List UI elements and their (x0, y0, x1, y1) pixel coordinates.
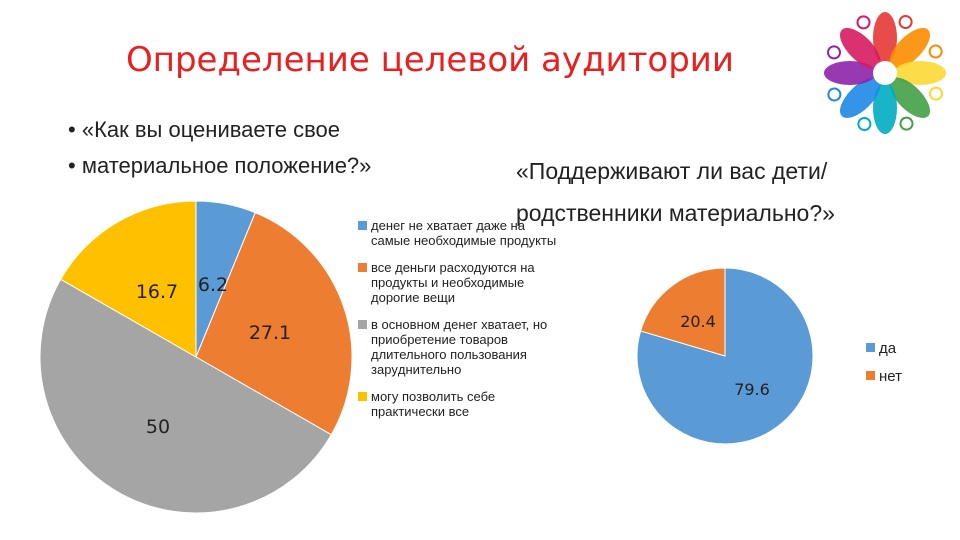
question-2-line-2: родственники материально?» (516, 200, 835, 226)
legend1-swatch-2 (358, 320, 367, 329)
legend2-label-1: нет (879, 368, 902, 385)
pie1-data-label-2: 50 (146, 416, 170, 438)
legend1-item-1: все деньги расходуются на продукты и нео… (358, 260, 558, 305)
pie1-data-label-3: 16.7 (136, 281, 178, 303)
question-2: «Поддерживают ли вас дети/ родственники … (516, 150, 896, 234)
page-title: Определение целевой аудитории (125, 40, 734, 80)
pie1-data-label-0: 6.2 (198, 274, 228, 296)
pie1-slice-2 (39, 278, 332, 514)
question-2-line-1: «Поддерживают ли вас дети/ (516, 158, 828, 184)
legend2-label-0: да (879, 340, 897, 357)
legend1-swatch-1 (358, 263, 367, 272)
legend2-swatch-0 (866, 343, 875, 352)
legend1-label-2: в основном денег хватает, но приобретени… (371, 317, 548, 377)
legend2-swatch-1 (866, 371, 875, 380)
legend1-item-2: в основном денег хватает, но приобретени… (358, 317, 558, 377)
legend1-label-1: все деньги расходуются на продукты и нео… (371, 260, 535, 305)
question-1-line-1: «Как вы оцениваете свое (68, 112, 371, 148)
pie1-data-label-1: 27.1 (249, 322, 291, 344)
question-1-line-2: материальное положение?» (68, 148, 372, 184)
legend2-item-1: нет (866, 364, 902, 390)
legend1-item-3: могу позволить себе практически все (358, 389, 558, 419)
question-1: «Как вы оцениваете свое материальное пол… (68, 112, 372, 184)
people-circle-logo-icon (824, 12, 946, 134)
pie1-slice-3 (60, 200, 197, 358)
legend1-swatch-0 (358, 221, 367, 230)
legend1-item-0: денег не хватает даже на самые необходим… (358, 218, 558, 248)
legend-chart-2: да нет (866, 336, 902, 392)
pie2-data-label-0: 79.6 (734, 380, 770, 399)
legend1-label-0: денег не хватает даже на самые необходим… (371, 218, 557, 248)
legend1-label-3: могу позволить себе практически все (371, 389, 496, 419)
legend-chart-1: денег не хватает даже на самые необходим… (358, 218, 558, 431)
legend1-swatch-3 (358, 392, 367, 401)
pie2-slice-1 (640, 267, 726, 357)
pie2-data-label-1: 20.4 (680, 312, 716, 331)
legend2-item-0: да (866, 336, 902, 362)
